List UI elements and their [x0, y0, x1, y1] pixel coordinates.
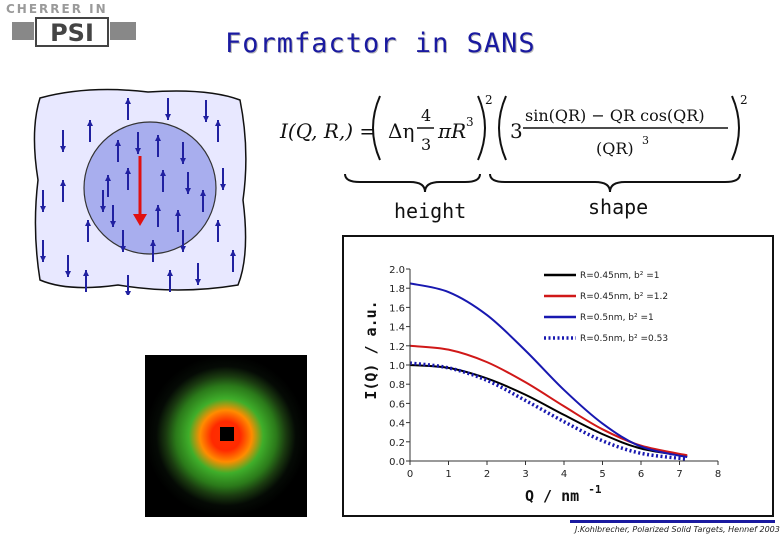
formula-lhs: I(Q, R,) = — [279, 119, 376, 143]
spin-arrowhead — [220, 184, 226, 190]
particle-illustration — [33, 88, 247, 295]
spin-arrowhead — [215, 220, 221, 226]
y-tick-label: 0.6 — [389, 399, 405, 410]
footer-rule — [570, 520, 775, 523]
spin-arrowhead — [160, 170, 166, 176]
spin-arrowhead — [85, 220, 91, 226]
legend-entry: R=0.45nm, b² =1.2 — [580, 292, 668, 302]
x-tick-label: 4 — [561, 469, 567, 480]
formfactor-chart: 0.0 0.2 0.4 0.6 0.8 1.0 1.2 1.4 1.6 1.8 2.0 0 1 2 3 4 5 6… — [362, 265, 721, 505]
spin-arrowhead — [105, 175, 111, 181]
spin-arrowhead — [150, 240, 156, 246]
x-tick-label: 6 — [638, 469, 644, 480]
spin-arrowhead — [180, 158, 186, 164]
spin-arrowhead — [110, 221, 116, 227]
spin-arrowhead — [65, 271, 71, 277]
y-tick-label: 1.0 — [389, 361, 405, 372]
x-tick-label: 7 — [676, 469, 682, 480]
logo-small-text: CHERRER IN — [6, 2, 108, 16]
y-tick-label: 1.6 — [389, 303, 405, 314]
spin-arrowhead — [200, 190, 206, 196]
beamstop — [220, 427, 234, 441]
x-tick-label: 1 — [445, 469, 451, 480]
spin-arrowhead — [230, 250, 236, 256]
spin-arrowhead — [165, 114, 171, 120]
spin-arrowhead — [120, 246, 126, 252]
series-line — [409, 344, 688, 457]
spin-arrowhead — [185, 188, 191, 194]
formula-three: 3 — [510, 119, 523, 143]
y-tick-label: 1.2 — [389, 342, 405, 353]
shape-label: shape — [588, 195, 649, 219]
spin-arrowhead — [125, 291, 131, 295]
spin-arrowhead — [83, 270, 89, 276]
y-tick-label: 2.0 — [389, 265, 405, 276]
particle-sphere — [83, 121, 217, 255]
spin-arrowhead — [175, 210, 181, 216]
y-tick-label: 0.8 — [389, 380, 405, 391]
x-tick-label: 5 — [599, 469, 605, 480]
x-axis-label: Q / nm -1 — [525, 483, 602, 505]
series-line — [409, 361, 688, 461]
legend-entry: R=0.5nm, b² =0.53 — [580, 334, 668, 344]
formula-frac-num: 4 — [421, 106, 431, 125]
logo-graphic: PSI — [12, 17, 136, 47]
series-line — [409, 364, 688, 458]
spin-arrowhead — [125, 168, 131, 174]
spin-arrowhead — [155, 135, 161, 141]
plot-frame — [342, 235, 774, 517]
spin-arrows — [40, 98, 236, 295]
psi-logo: CHERRER IN PSI — [4, 2, 144, 48]
x-tick-label: 3 — [522, 469, 528, 480]
particle-moment-arrowhead — [133, 214, 147, 226]
legend-entry: R=0.45nm, b² =1 — [580, 271, 659, 281]
spin-arrowhead — [135, 148, 141, 154]
y-tick-label: 1.4 — [389, 323, 405, 334]
spin-arrowhead — [60, 146, 66, 152]
formula-square-1: 2 — [485, 93, 493, 107]
formula-shape-denominator: (QR) — [596, 139, 634, 158]
formula-braces — [344, 173, 741, 193]
spin-arrowhead — [155, 205, 161, 211]
page-title: Formfactor in SANS — [225, 28, 536, 59]
height-label: height — [394, 199, 467, 223]
spin-arrowhead — [167, 270, 173, 276]
formula-shape-numerator: sin(QR) − QR cos(QR) — [525, 106, 705, 125]
formula-delta-eta: Δη — [388, 119, 414, 143]
spin-arrowhead — [40, 206, 46, 212]
spin-arrowhead — [100, 206, 106, 212]
logo-big-text: PSI — [50, 19, 94, 47]
footer-credit: J.Kohlbrecher, Polarized Solid Targets, … — [575, 525, 780, 534]
y-tick-label: 0.4 — [389, 419, 405, 430]
spin-arrowhead — [215, 120, 221, 126]
spin-arrowhead — [195, 279, 201, 285]
spin-arrowhead — [125, 98, 131, 104]
spin-arrowhead — [60, 180, 66, 186]
spin-arrowhead — [40, 256, 46, 262]
spin-arrowhead — [180, 246, 186, 252]
spin-arrowhead — [115, 140, 121, 146]
height-brace — [344, 173, 481, 193]
formula-cube: 3 — [466, 115, 474, 129]
series-line — [409, 282, 688, 459]
legend-entry: R=0.5nm, b² =1 — [580, 313, 654, 323]
x-tick-label: 8 — [715, 469, 721, 480]
y-tick-label: 0.2 — [389, 438, 405, 449]
y-axis-label: I(Q) / a.u. — [362, 300, 380, 399]
formula-square-2: 2 — [740, 93, 748, 107]
x-tick-label: 2 — [484, 469, 490, 480]
formfactor-formula: I(Q, R,) = Δη 4 3 πR 3 2 3 sin(QR) − QR … — [279, 93, 748, 161]
x-axis-label-main: Q / nm — [525, 487, 579, 505]
sans-detector-pattern — [145, 355, 307, 517]
y-tick-label: 1.8 — [389, 284, 405, 295]
x-tick-label: 0 — [407, 469, 413, 480]
formula-den-exponent: 3 — [642, 134, 649, 147]
formula-pi-r: πR — [437, 119, 466, 143]
x-axis-label-exponent: -1 — [588, 483, 602, 496]
y-tick-label: 0.0 — [389, 457, 405, 468]
shape-brace — [489, 173, 741, 193]
spin-arrowhead — [87, 120, 93, 126]
formula-frac-den: 3 — [421, 135, 431, 154]
spin-arrowhead — [203, 116, 209, 122]
